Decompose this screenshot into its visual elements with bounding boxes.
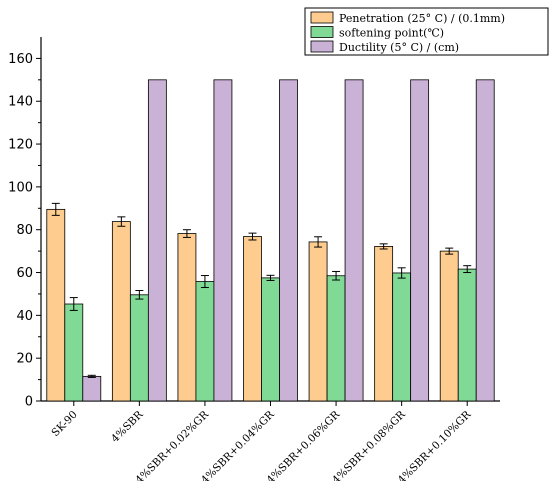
bar [374, 246, 394, 402]
x-tick-label: 4%SBR+0.04%GR [199, 408, 277, 481]
bar [308, 241, 328, 402]
legend-label: Penetration (25° C) / (0.1mm) [339, 12, 505, 25]
x-tick-label: 4%SBR [109, 408, 146, 445]
y-tick-label: 120 [8, 138, 33, 153]
bar [410, 79, 430, 402]
bar [326, 275, 346, 402]
y-tick-label: 60 [16, 266, 33, 281]
bar [243, 236, 262, 402]
bar [82, 375, 102, 402]
bar [111, 221, 131, 402]
x-tick-label: 4%SBR+0.06%GR [264, 408, 342, 481]
bar [344, 79, 364, 402]
bar [261, 277, 280, 402]
bar [439, 250, 459, 402]
bar [195, 281, 215, 402]
bar [475, 79, 495, 402]
chart-legend: Penetration (25° C) / (0.1mm) softening p… [304, 7, 549, 56]
x-tick-label: 4%SBR+0.02%GR [133, 408, 211, 481]
chart-bars [46, 79, 495, 402]
legend-box [304, 7, 549, 56]
legend-label: softening point(℃) [339, 27, 444, 40]
bar [147, 79, 167, 402]
bar [129, 294, 149, 402]
bar [213, 79, 233, 402]
bar [177, 233, 197, 402]
bar [457, 268, 477, 402]
legend-swatch [310, 11, 334, 24]
legend-swatch [310, 40, 334, 53]
bar [279, 79, 298, 402]
x-tick-label: 4%SBR+0.10%GR [396, 408, 474, 481]
x-tick-label: SK-90 [49, 409, 80, 440]
bar [392, 272, 412, 402]
y-tick-label: 40 [16, 309, 33, 324]
y-tick-label: 80 [16, 223, 33, 238]
y-tick-label: 20 [16, 352, 33, 367]
y-tick-label: 0 [25, 395, 33, 410]
bar [46, 208, 66, 402]
legend-swatch [310, 26, 334, 38]
legend-label: Ductility (5° C) / (cm) [339, 41, 459, 54]
y-tick-label: 100 [8, 180, 33, 195]
y-tick-label: 160 [8, 52, 33, 67]
bar [64, 303, 84, 402]
x-tick-label: 4%SBR+0.08%GR [330, 408, 408, 481]
y-tick-label: 140 [8, 95, 33, 110]
